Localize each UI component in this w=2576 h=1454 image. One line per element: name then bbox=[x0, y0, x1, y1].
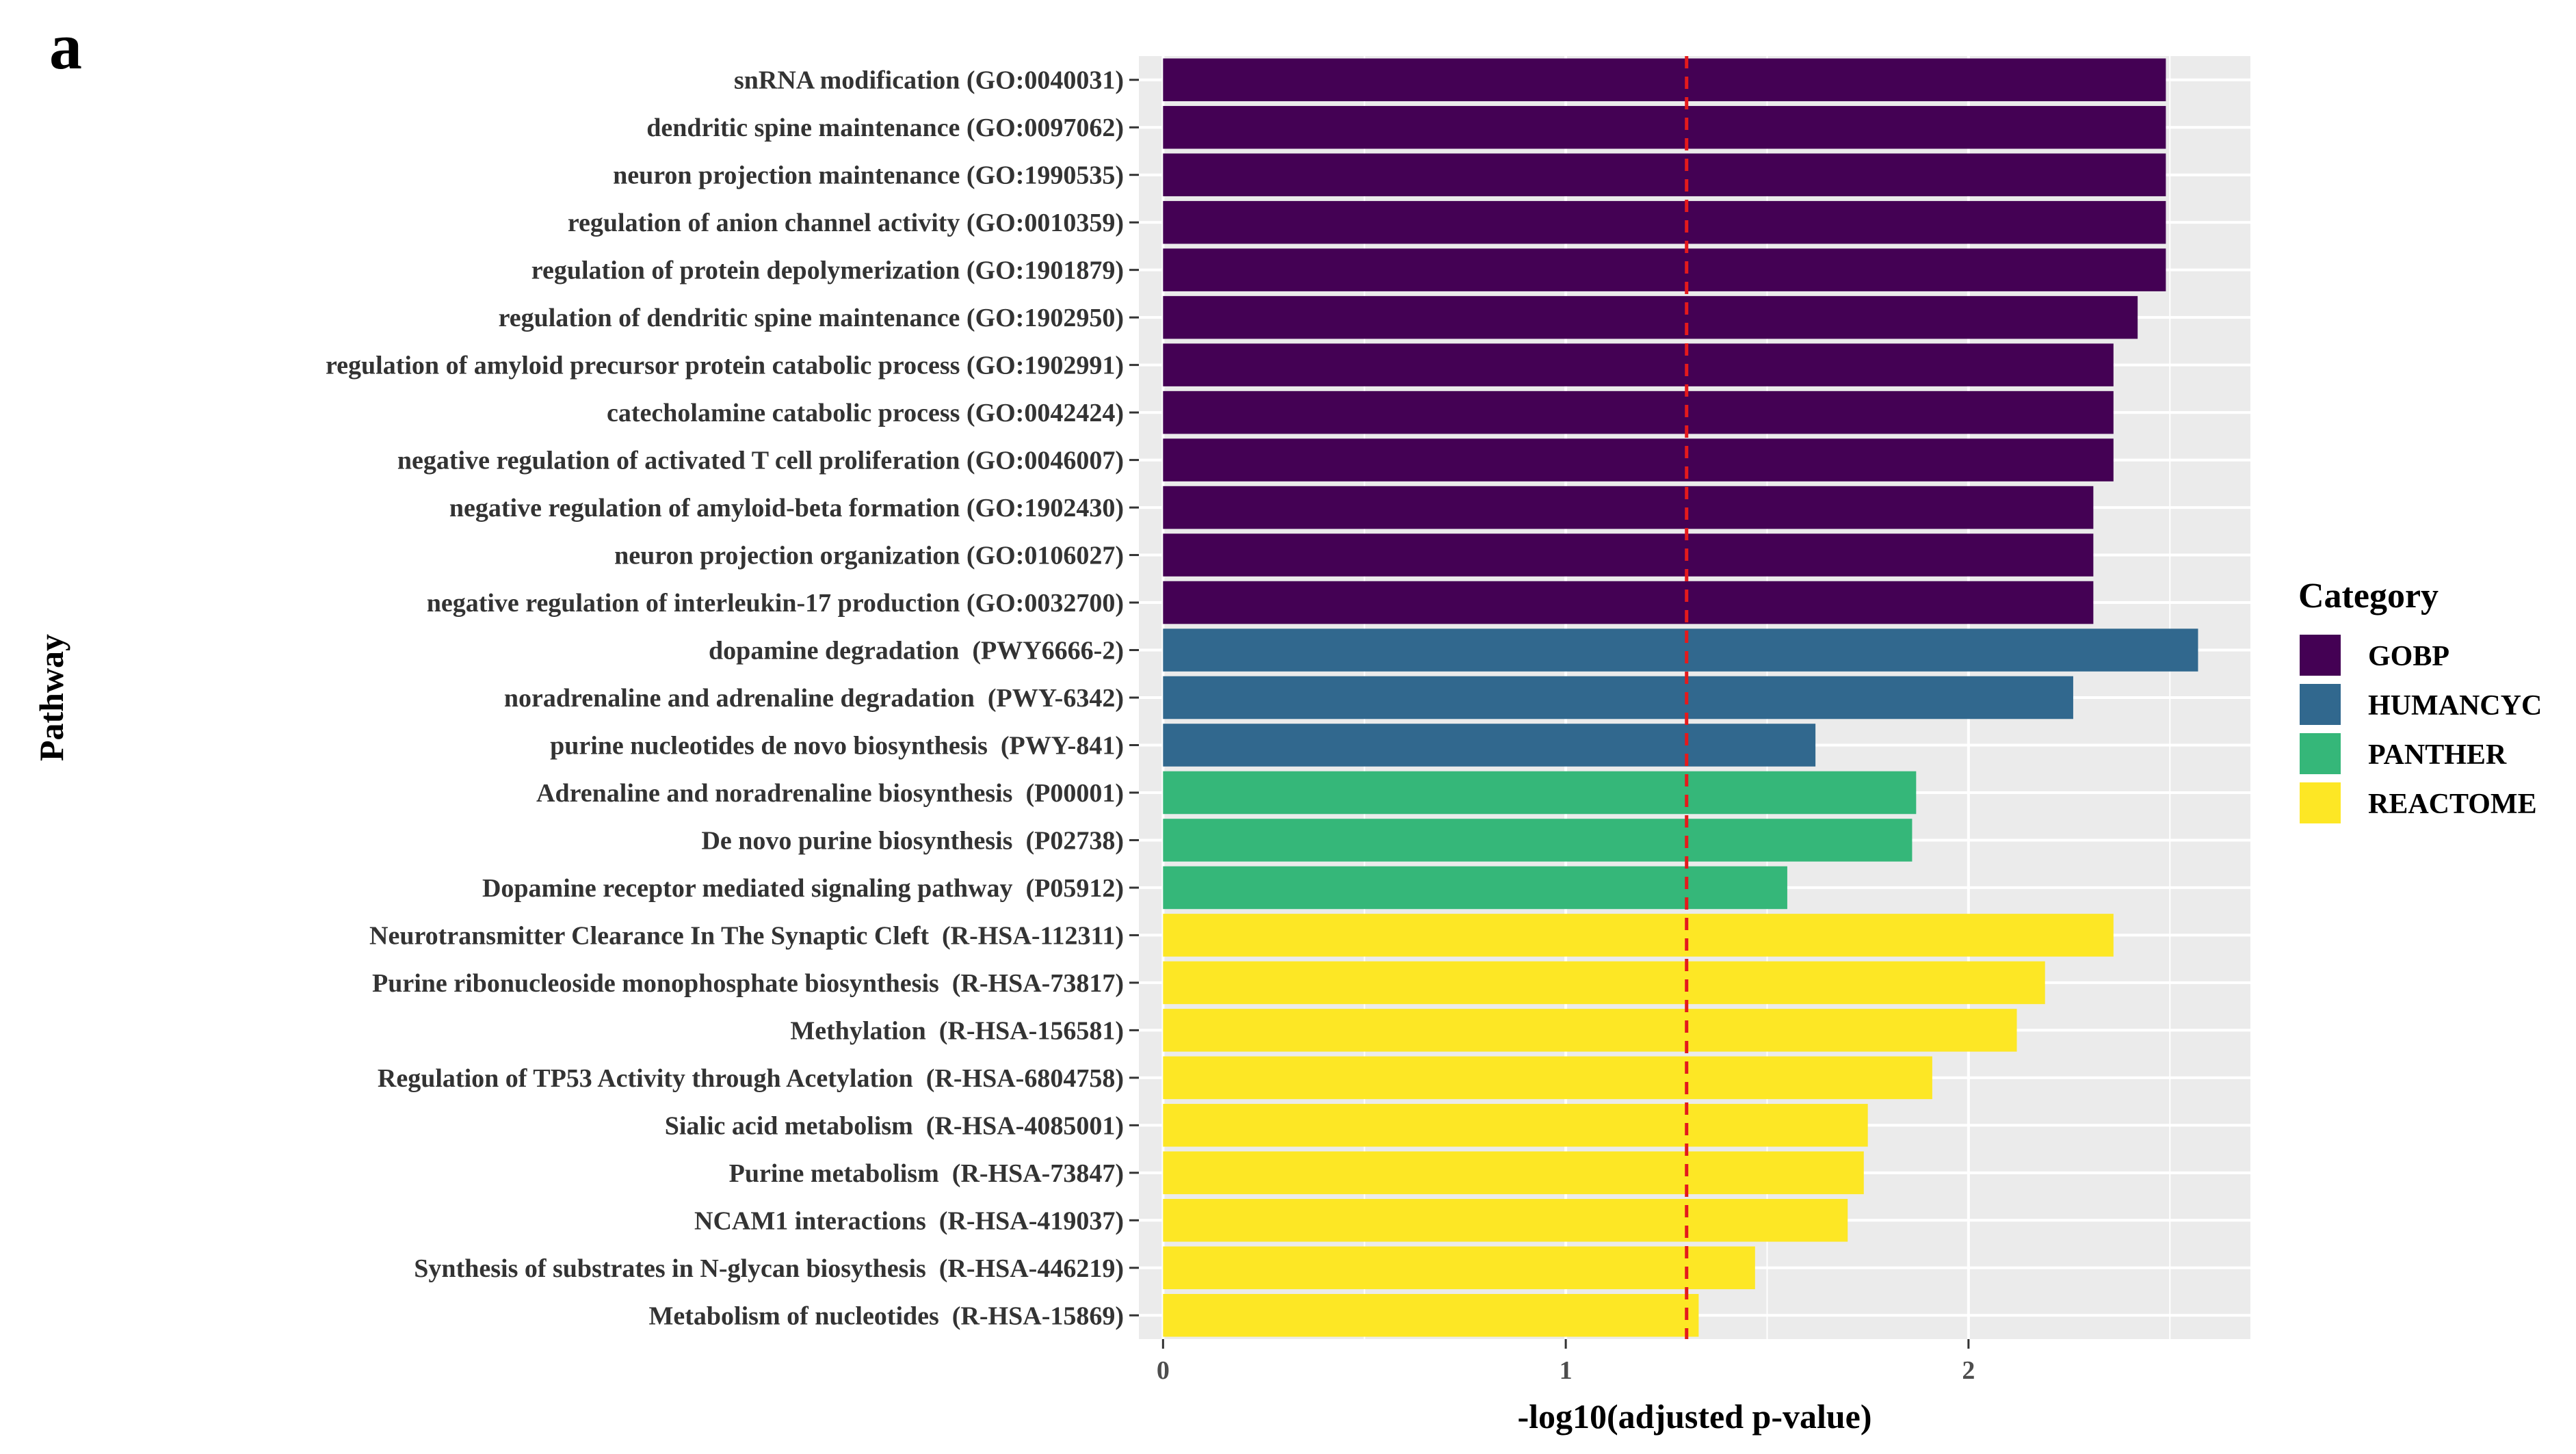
legend-label: HUMANCYC bbox=[2368, 690, 2542, 722]
y-tick-label: Adrenaline and noradrenaline biosynthesi… bbox=[536, 779, 1124, 808]
y-tick-label: neuron projection maintenance (GO:199053… bbox=[613, 161, 1124, 190]
bar bbox=[1163, 295, 2138, 339]
bar bbox=[1163, 1151, 1864, 1195]
y-tick-label: De novo purine biosynthesis (P02738) bbox=[701, 826, 1124, 855]
y-tick-label: regulation of dendritic spine maintenanc… bbox=[499, 304, 1124, 332]
y-tick-label: purine nucleotides de novo biosynthesis … bbox=[550, 731, 1124, 760]
y-tick-label: negative regulation of amyloid-beta form… bbox=[449, 494, 1124, 523]
legend-swatch bbox=[2300, 782, 2341, 823]
x-tick-label: 1 bbox=[1560, 1356, 1573, 1385]
y-tick-label: Synthesis of substrates in N-glycan bios… bbox=[414, 1254, 1124, 1283]
x-tick-label: 0 bbox=[1157, 1356, 1170, 1385]
y-tick-label: NCAM1 interactions (R-HSA-419037) bbox=[694, 1206, 1124, 1235]
bar bbox=[1163, 1009, 2017, 1052]
bar bbox=[1163, 105, 2166, 149]
x-tick-label: 2 bbox=[1962, 1356, 1975, 1385]
bar bbox=[1163, 200, 2166, 244]
y-tick-label: regulation of protein depolymerization (… bbox=[531, 256, 1124, 285]
bar bbox=[1163, 1104, 1868, 1147]
y-tick-label: Neurotransmitter Clearance In The Synapt… bbox=[369, 921, 1124, 950]
bar bbox=[1163, 866, 1787, 910]
bar bbox=[1163, 248, 2166, 291]
x-axis-title: -log10(adjusted p-value) bbox=[1517, 1397, 1871, 1436]
bar bbox=[1163, 58, 2166, 102]
legend-swatch bbox=[2300, 733, 2341, 774]
bar bbox=[1163, 1293, 1699, 1337]
bars bbox=[1163, 58, 2198, 1337]
y-tick-label: neuron projection organization (GO:01060… bbox=[614, 542, 1124, 570]
y-tick-label: Sialic acid metabolism (R-HSA-4085001) bbox=[665, 1111, 1124, 1140]
y-tick-label: regulation of amyloid precursor protein … bbox=[326, 352, 1124, 380]
y-tick-label: Regulation of TP53 Activity through Acet… bbox=[378, 1064, 1124, 1093]
y-tick-label: dendritic spine maintenance (GO:0097062) bbox=[646, 114, 1124, 142]
y-tick-label: negative regulation of activated T cell … bbox=[397, 447, 1124, 475]
legend-label: GOBP bbox=[2368, 641, 2449, 672]
bar bbox=[1163, 343, 2114, 386]
bar bbox=[1163, 1246, 1755, 1290]
y-tick-label: negative regulation of interleukin-17 pr… bbox=[427, 589, 1124, 618]
y-tick-label: dopamine degradation (PWY6666-2) bbox=[709, 637, 1124, 665]
bar bbox=[1163, 771, 1917, 815]
bar bbox=[1163, 961, 2045, 1005]
category-axis-labels: snRNA modification (GO:0040031) dendritic… bbox=[326, 66, 1139, 1330]
y-tick-label: Metabolism of nucleotides (R-HSA-15869) bbox=[649, 1301, 1124, 1330]
legend-swatch bbox=[2300, 684, 2341, 725]
legend: Category GOBP HUMANCYC PANTHER REACTOME bbox=[2298, 577, 2542, 823]
bar bbox=[1163, 724, 1816, 767]
bar bbox=[1163, 153, 2166, 196]
y-tick-label: regulation of anion channel activity (GO… bbox=[568, 209, 1124, 237]
bar bbox=[1163, 486, 2094, 529]
panel-label: a bbox=[49, 10, 82, 83]
bar bbox=[1163, 914, 2114, 957]
value-axis-ticks: 0 1 2 bbox=[1157, 1339, 1975, 1385]
bar bbox=[1163, 581, 2094, 624]
bar bbox=[1163, 1056, 1932, 1100]
legend-swatch bbox=[2300, 635, 2341, 676]
y-tick-label: Purine metabolism (R-HSA-73847) bbox=[729, 1159, 1124, 1188]
bar bbox=[1163, 819, 1913, 862]
y-tick-label: Purine ribonucleoside monophosphate bios… bbox=[372, 969, 1124, 998]
bar bbox=[1163, 629, 2198, 672]
y-tick-label: noradrenaline and adrenaline degradation… bbox=[504, 684, 1124, 713]
legend-label: REACTOME bbox=[2368, 789, 2537, 820]
bar bbox=[1163, 676, 2073, 719]
y-axis-title: Pathway bbox=[32, 634, 70, 761]
bar bbox=[1163, 1199, 1848, 1242]
y-tick-label: snRNA modification (GO:0040031) bbox=[734, 66, 1124, 95]
legend-title: Category bbox=[2298, 577, 2439, 616]
legend-label: PANTHER bbox=[2368, 739, 2507, 771]
bar bbox=[1163, 438, 2114, 481]
bar bbox=[1163, 391, 2114, 434]
y-tick-label: catecholamine catabolic process (GO:0042… bbox=[607, 399, 1124, 427]
y-tick-label: Methylation (R-HSA-156581) bbox=[790, 1016, 1124, 1045]
bar bbox=[1163, 533, 2094, 577]
y-tick-label: Dopamine receptor mediated signaling pat… bbox=[482, 874, 1124, 903]
